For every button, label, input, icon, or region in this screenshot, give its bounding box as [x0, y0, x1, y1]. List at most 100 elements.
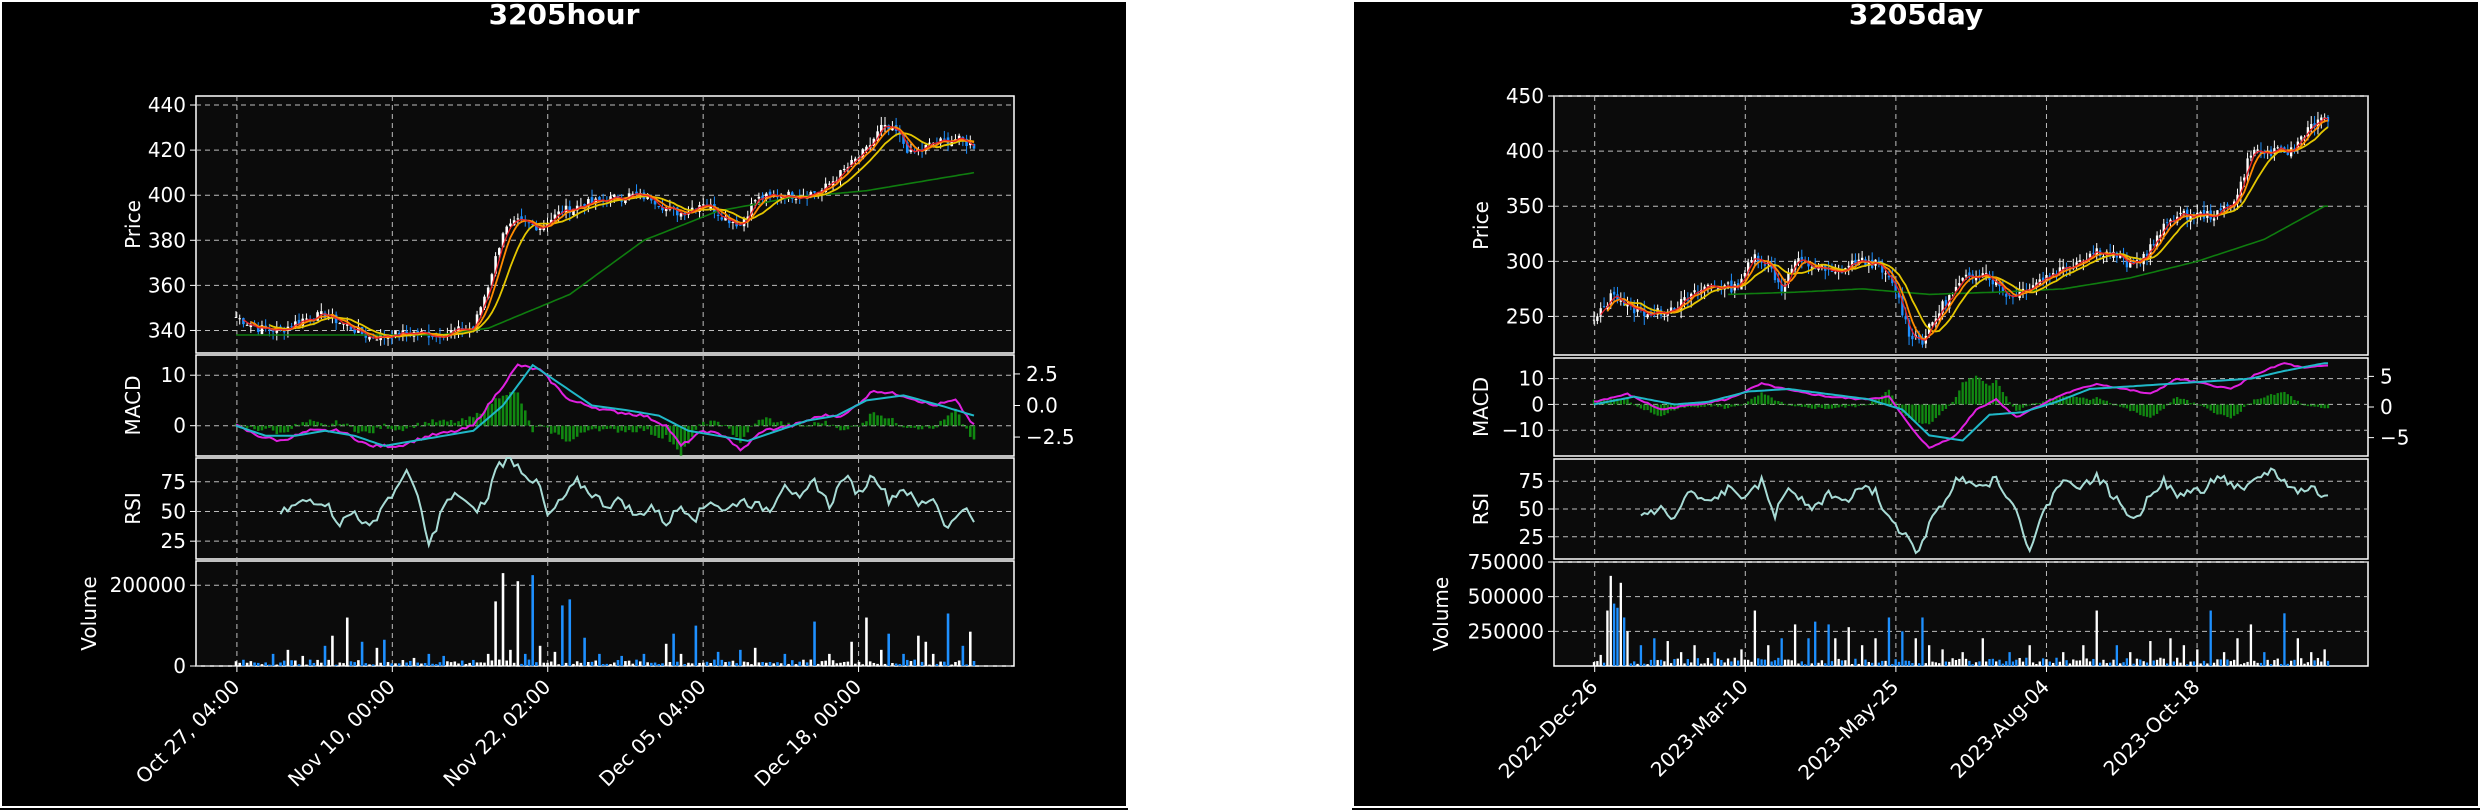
volume-axis-label: Volume [77, 576, 101, 650]
macd-histogram-bar [1807, 404, 1810, 408]
volume-bar [505, 660, 509, 666]
macd-histogram-bar [242, 425, 245, 427]
candle-body [349, 326, 353, 330]
candle-body [716, 214, 720, 216]
price-axis-label: Price [1469, 201, 1493, 250]
volume-bar [609, 664, 612, 666]
candle-body [320, 311, 323, 315]
macd-histogram-bar [412, 425, 416, 429]
volume-bar [612, 662, 616, 666]
macd-histogram-bar [909, 425, 913, 429]
candle-body [1867, 260, 1870, 266]
macd-histogram-bar [820, 423, 824, 426]
macd-histogram-bar [1924, 404, 1927, 424]
volume-bar [2115, 645, 2119, 666]
volume-bar [2192, 661, 2196, 666]
volume-bar [776, 662, 779, 666]
candle-body [739, 224, 742, 226]
volume-bar [342, 663, 345, 666]
candle-body [1817, 267, 1820, 270]
volume-bar [1914, 638, 1917, 666]
macd-histogram-bar [520, 403, 523, 426]
candle-body [486, 287, 490, 299]
volume-bar [509, 649, 512, 666]
macd-histogram-bar [2075, 396, 2078, 405]
macd-histogram-bar [850, 425, 853, 427]
volume-bar [2052, 662, 2055, 666]
rsi-tick-label: 75 [161, 470, 186, 494]
candle-body [828, 183, 831, 185]
volume-bar [290, 660, 293, 666]
macd-histogram-bar [2172, 398, 2175, 405]
volume-bar [1666, 641, 1669, 666]
volume-bar [260, 664, 264, 666]
volume-bar [790, 660, 794, 666]
volume-bar [657, 664, 661, 666]
volume-bar [1743, 659, 1746, 666]
macd-histogram-bar [290, 425, 293, 429]
volume-bar [2149, 641, 2152, 666]
volume-bar [2092, 658, 2095, 666]
candle-body [1958, 283, 1961, 286]
volume-bar [917, 635, 920, 666]
volume-bar [1814, 621, 1817, 666]
volume-bar [624, 661, 627, 666]
volume-bar [1763, 659, 1767, 666]
volume-bar [546, 662, 549, 666]
rsi-tick-label: 50 [1519, 497, 1544, 521]
macd-histogram-bar [2313, 404, 2316, 407]
volume-bar [316, 659, 319, 666]
volume-bar [2055, 657, 2058, 666]
candle-body [1609, 293, 1612, 304]
volume-bar [2119, 663, 2122, 666]
candle-body [620, 200, 623, 202]
candle-body [1626, 304, 1629, 307]
macd-histogram-bar [1777, 401, 1780, 405]
macd-histogram-bar [946, 415, 950, 426]
volume-bar [2212, 662, 2216, 666]
volume-bar [2025, 657, 2028, 666]
candle-body [757, 196, 761, 199]
volume-bar [375, 647, 379, 666]
candle-body [2078, 260, 2082, 262]
macd-histogram-bar [516, 392, 520, 426]
volume-bar [1991, 658, 1995, 666]
macd-histogram-bar [1659, 404, 1663, 417]
macd-histogram-bar [2316, 404, 2320, 407]
candle-body [2243, 177, 2246, 181]
macd-histogram-bar [716, 421, 720, 426]
macd-histogram-bar [2082, 397, 2085, 405]
volume-bar [1736, 660, 1740, 666]
candle-body [1917, 333, 1921, 340]
candle-body [664, 208, 668, 212]
volume-bar [1720, 659, 1723, 666]
volume-bar [946, 613, 950, 666]
macd-histogram-bar [750, 425, 753, 427]
macd-histogram-bar [2001, 392, 2005, 405]
volume-bar [2199, 663, 2202, 666]
volume-bar [490, 660, 494, 666]
volume-bar [865, 617, 868, 666]
macd-histogram-bar [401, 425, 405, 432]
macd-histogram-bar [390, 425, 394, 430]
macd-histogram-bar [1834, 404, 1837, 409]
volume-bar [1917, 663, 1921, 666]
macd-tick-label: 0 [173, 414, 186, 438]
volume-bar [1820, 660, 1824, 666]
macd-histogram-bar [2142, 404, 2145, 417]
volume-bar [750, 664, 753, 666]
volume-bar [1713, 652, 1716, 666]
volume-bar [646, 662, 649, 666]
candle-body [883, 124, 887, 127]
macd-histogram-bar [1646, 404, 1649, 411]
macd-histogram-bar [453, 422, 457, 426]
candle-body [2253, 149, 2256, 157]
macd-histogram-bar [268, 425, 271, 428]
candle-body [909, 150, 913, 153]
volume-bar [412, 657, 416, 666]
volume-bar [931, 653, 935, 666]
candle-body [968, 142, 972, 146]
macd-histogram-bar [1649, 404, 1653, 413]
volume-bar [1857, 663, 1860, 666]
macd-histogram-bar [572, 425, 575, 440]
